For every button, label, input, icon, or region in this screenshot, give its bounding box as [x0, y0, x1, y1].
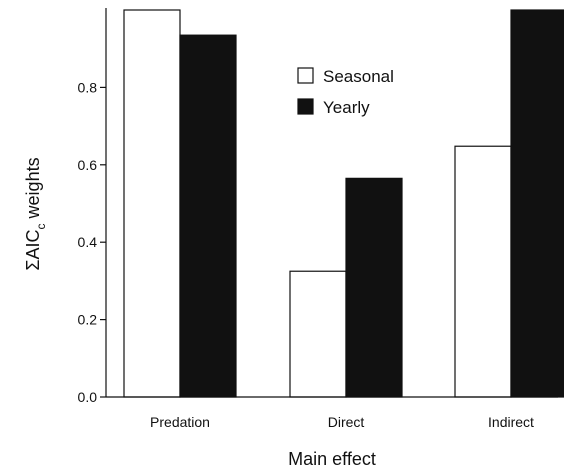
- legend-swatch-yearly: [297, 98, 314, 115]
- y-tick-label: 0.6: [78, 157, 98, 173]
- x-categories-group: Predation Direct Indirect: [150, 414, 534, 430]
- legend-swatch-seasonal: [297, 67, 314, 84]
- bars-group: [123, 9, 564, 398]
- y-axis-title-suffix: weights: [23, 157, 43, 223]
- bar-seasonal-predation: [123, 9, 181, 398]
- y-tick-label: 0.2: [78, 312, 98, 328]
- bar-yearly-direct: [345, 177, 403, 398]
- y-tick-label: 0.0: [78, 389, 98, 405]
- bar-yearly-predation: [179, 34, 237, 398]
- bar-yearly-indirect: [510, 9, 564, 398]
- y-ticks-group: 0.0 0.2 0.4 0.6 0.8: [78, 79, 106, 405]
- y-axis-title-main: ΣAIC: [23, 229, 43, 270]
- y-axis-title-subscript: c: [34, 223, 48, 229]
- bar-seasonal-direct: [289, 270, 347, 398]
- x-category-label: Predation: [150, 414, 210, 430]
- x-axis-title: Main effect: [288, 449, 376, 469]
- x-category-label: Direct: [328, 414, 365, 430]
- y-axis-title: ΣAICc weights: [23, 157, 48, 270]
- axes-group: [105, 8, 558, 398]
- y-tick-label: 0.8: [78, 79, 98, 95]
- bar-seasonal-indirect: [454, 145, 512, 398]
- legend-label-seasonal: Seasonal: [323, 67, 394, 86]
- x-category-label: Indirect: [488, 414, 534, 430]
- legend: Seasonal Yearly: [297, 67, 394, 117]
- legend-label-yearly: Yearly: [323, 98, 370, 117]
- y-tick-label: 0.4: [78, 234, 98, 250]
